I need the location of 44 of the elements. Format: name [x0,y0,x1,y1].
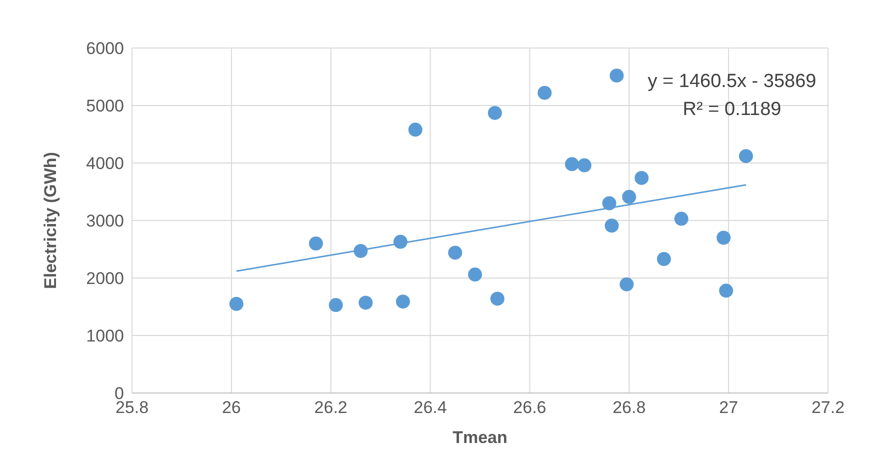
x-tick-label: 26.6 [513,398,546,418]
y-tick-label: 5000 [86,96,124,116]
x-tick-label: 26.2 [314,398,348,418]
point [328,298,343,312]
x-tick-label: 25.8 [115,398,149,418]
point [448,246,462,260]
y-tick-label: 6000 [86,39,124,58]
point [490,292,504,306]
x-tick-label: 27 [719,398,738,418]
point [393,234,408,249]
point [577,158,592,172]
point [358,296,373,310]
point [634,170,649,185]
x-tick-label: 26.8 [612,398,646,418]
point [622,190,636,204]
point [656,252,671,266]
x-tick-label: 27.2 [811,398,845,418]
point [610,68,624,83]
y-tick-label: 2000 [86,269,124,288]
point [468,268,482,282]
point [620,277,634,292]
point [229,296,244,311]
annotation: y = 1460.5x - 35869 [646,70,818,94]
point [674,212,688,226]
point [719,284,734,298]
point [602,196,616,210]
point [738,149,753,164]
x-axis-title: Tmean [452,428,508,447]
point [354,244,368,258]
y-tick-label: 4000 [86,154,124,174]
y-axis-title: Electricity (GWh) [41,152,60,289]
point [604,218,619,233]
point [396,294,410,309]
point [488,106,502,120]
point [308,236,323,250]
x-tick-label: 26.4 [414,398,447,418]
point [564,157,579,172]
y-tick-label: 3000 [86,212,124,231]
y-tick-label: 1000 [86,326,124,346]
x-tick-label: 26 [222,398,241,418]
point [538,86,552,100]
annotation: R² = 0.1189 [682,98,782,122]
point [716,230,731,245]
point [408,122,422,137]
